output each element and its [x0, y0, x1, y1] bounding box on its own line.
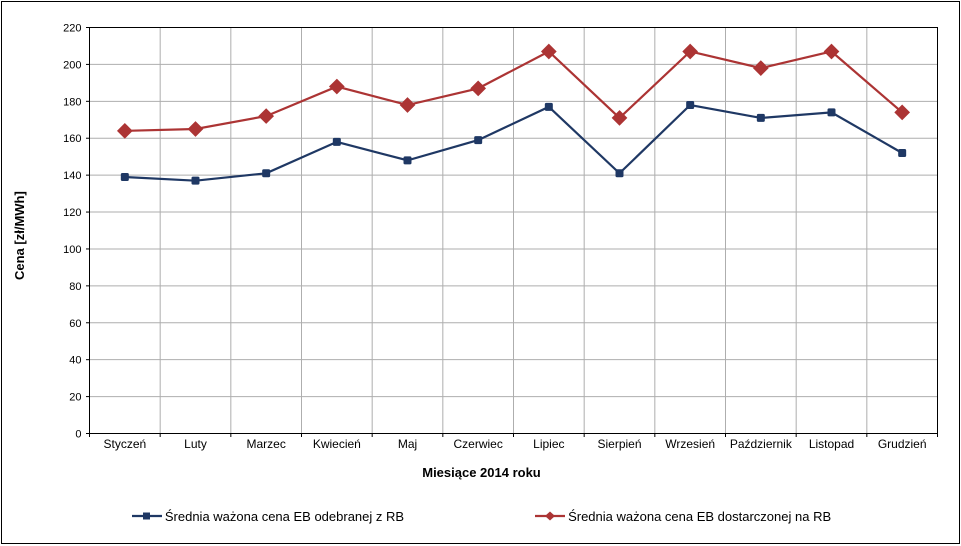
svg-text:140: 140 — [63, 170, 81, 182]
svg-text:Marzec: Marzec — [246, 437, 285, 451]
svg-text:Listopad: Listopad — [809, 437, 854, 451]
svg-text:120: 120 — [63, 207, 81, 219]
svg-text:Kwiecień: Kwiecień — [313, 437, 361, 451]
svg-text:40: 40 — [69, 355, 81, 367]
svg-text:Lipiec: Lipiec — [533, 437, 564, 451]
svg-text:Wrzesień: Wrzesień — [665, 437, 715, 451]
svg-text:Październik: Październik — [730, 437, 793, 451]
svg-text:200: 200 — [63, 59, 81, 71]
svg-text:60: 60 — [69, 318, 81, 330]
svg-text:100: 100 — [63, 244, 81, 256]
svg-text:160: 160 — [63, 133, 81, 145]
svg-text:0: 0 — [75, 429, 81, 441]
svg-text:Czerwiec: Czerwiec — [453, 437, 502, 451]
svg-text:Grudzień: Grudzień — [878, 437, 927, 451]
svg-text:Maj: Maj — [398, 437, 417, 451]
svg-text:220: 220 — [63, 23, 81, 35]
svg-text:80: 80 — [69, 281, 81, 293]
svg-text:20: 20 — [69, 392, 81, 404]
svg-text:Styczeń: Styczeń — [103, 437, 146, 451]
svg-text:Sierpień: Sierpień — [597, 437, 641, 451]
svg-text:180: 180 — [63, 96, 81, 108]
svg-text:Luty: Luty — [184, 437, 207, 451]
